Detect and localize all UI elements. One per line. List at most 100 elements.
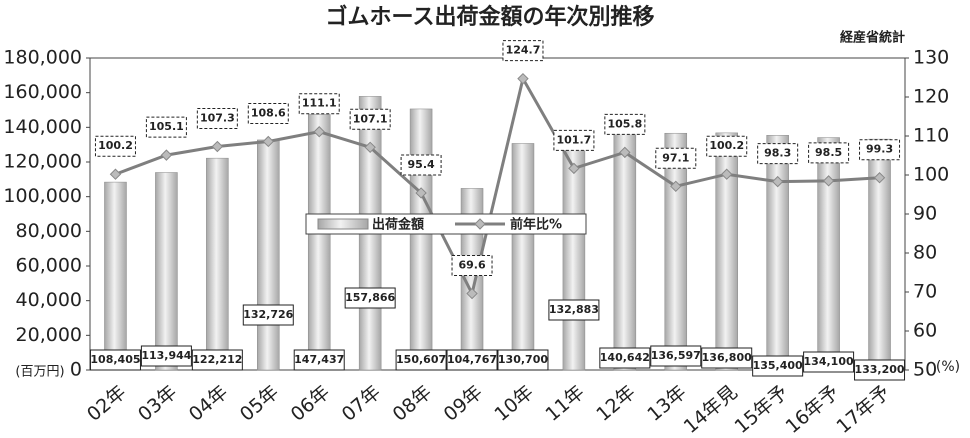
y-tick-label: 160,000 (3, 81, 82, 103)
x-tick-label: 11年 (541, 381, 588, 426)
line-marker (619, 146, 631, 159)
bar (715, 132, 738, 371)
x-tick-label: 17年予 (833, 381, 895, 438)
line-label: 107.3 (200, 112, 235, 125)
x-tick-label: 08年 (389, 381, 436, 426)
bar-label: 113,944 (141, 349, 191, 362)
bar-label: 136,597 (651, 349, 701, 362)
y2-tick-label: 130 (913, 47, 949, 69)
line-label-box (94, 135, 136, 157)
line-label-box (859, 139, 901, 161)
line-label-box (502, 40, 544, 62)
line-label-box (349, 108, 391, 130)
line-label-box (298, 93, 340, 115)
y2-tick-label: 70 (913, 281, 937, 303)
bar (307, 114, 331, 371)
legend-key-marker (474, 218, 486, 230)
line-label: 100.2 (98, 139, 133, 152)
y2-tick-label: 80 (913, 242, 937, 264)
line-label-box (145, 116, 187, 138)
y2-tick-label: 90 (913, 203, 937, 225)
bar-label-box (752, 355, 804, 377)
source: 経産省統計 (840, 30, 905, 46)
bar (409, 108, 433, 371)
line-marker (313, 126, 325, 138)
line-marker (160, 149, 173, 161)
line-label-box (808, 142, 850, 164)
legend-label: 出荷金額 (372, 217, 424, 233)
bar-label-box (344, 287, 396, 309)
bar (664, 132, 688, 371)
x-tick-label: 05年 (236, 381, 283, 426)
legend-key-bar (317, 218, 369, 230)
line-label-box (400, 154, 442, 176)
y-tick-label: 120,000 (3, 151, 82, 173)
line (114, 74, 880, 298)
bar-label: 135,400 (753, 359, 803, 372)
legend-box (305, 213, 587, 235)
line-marker (109, 168, 122, 180)
bar (206, 157, 229, 371)
y2-tick-label: 50 (913, 359, 937, 381)
bar-label: 104,767 (447, 353, 497, 366)
x-tick-label: 12年 (592, 381, 639, 426)
line-marker (822, 175, 835, 187)
bar-label-box (548, 299, 600, 321)
y-tick-label: 60,000 (16, 255, 82, 277)
y-tick-label: 0 (70, 359, 82, 381)
bar-label-box (701, 347, 753, 369)
bar-label: 133,200 (854, 363, 904, 376)
bar (613, 125, 637, 371)
bar-label-box (650, 345, 702, 367)
line-label-box (196, 108, 238, 130)
line-marker (211, 140, 224, 153)
chart-title: ゴムホース出荷金額の年次別推移 (326, 4, 655, 30)
bar (104, 181, 127, 371)
line-label: 101.7 (557, 133, 592, 146)
bar-label: 134,100 (804, 355, 854, 368)
x-tick-label: 09年 (440, 381, 487, 426)
line-label: 107.1 (353, 112, 388, 125)
bar-label-box (497, 349, 549, 371)
line-label: 124.7 (506, 44, 541, 57)
bar-label-box (191, 349, 243, 371)
y-tick-label: 140,000 (3, 116, 82, 138)
bar-label-box (599, 347, 651, 369)
line-label: 95.4 (408, 158, 435, 171)
bar (817, 137, 840, 371)
x-tick-label: 04年 (185, 381, 232, 426)
y-tick-label: 80,000 (16, 220, 82, 242)
x-tick-label: 07年 (338, 381, 385, 426)
bar-label-box (89, 349, 141, 371)
y2-tick-label: 100 (913, 164, 949, 186)
line-label: 111.1 (302, 97, 337, 110)
bar-label-box (446, 349, 498, 371)
bar-label: 140,642 (600, 351, 650, 364)
bar-label: 150,607 (396, 353, 446, 366)
line-label-box (451, 255, 493, 277)
y-unit: (百万円) (15, 365, 64, 380)
bar (257, 139, 280, 371)
x-tick-label: 02年 (83, 381, 130, 426)
line-marker (415, 187, 427, 199)
y2-tick-label: 110 (913, 125, 949, 147)
line-marker (873, 172, 886, 184)
bar-label: 108,405 (90, 353, 140, 366)
x-tick-label: 06年 (287, 381, 334, 426)
bar-label-box (395, 349, 447, 371)
line-label-box (553, 129, 595, 151)
line-label-box (706, 135, 748, 157)
x-tick-label: 15年予 (731, 381, 793, 438)
bar-label-box (854, 359, 906, 381)
line-marker (568, 162, 580, 175)
bar-label: 122,212 (192, 353, 242, 366)
bar-label: 130,700 (498, 353, 548, 366)
bar-label: 157,866 (345, 291, 395, 304)
x-tick-label: 03年 (134, 381, 181, 426)
line-label: 98.3 (764, 147, 791, 160)
bar-label-box (293, 349, 345, 371)
line-label: 69.6 (458, 259, 485, 272)
bar-label: 147,437 (294, 353, 344, 366)
line-label: 105.1 (149, 120, 184, 133)
